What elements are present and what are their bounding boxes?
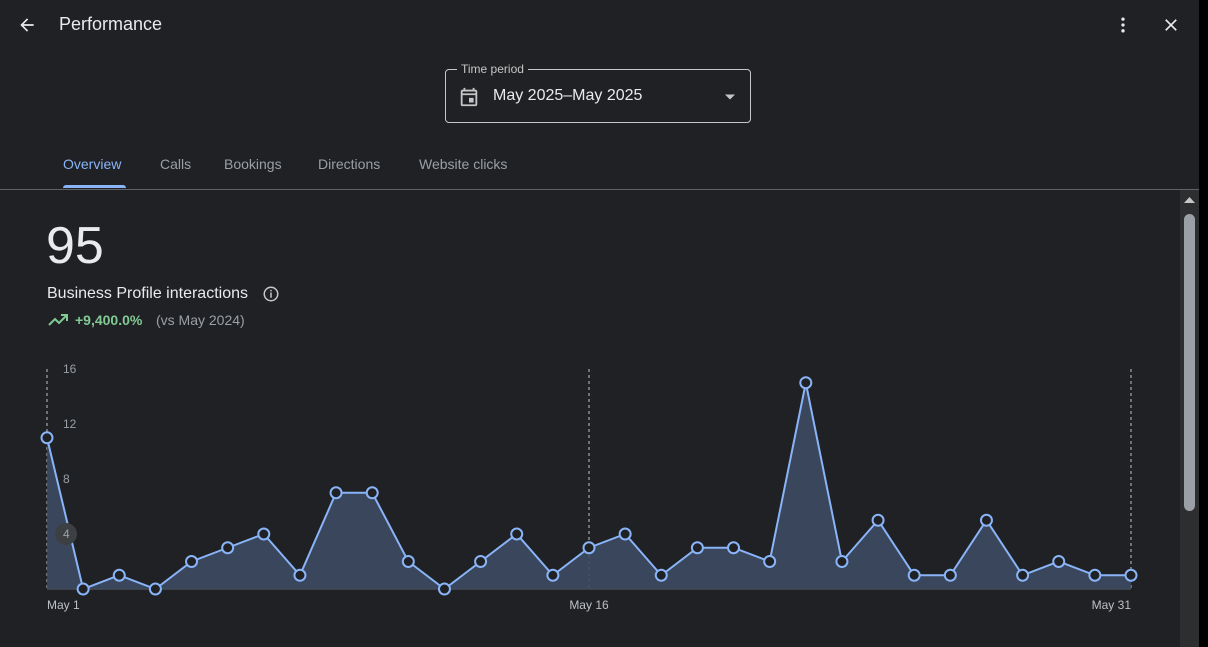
data-point-22 [799,376,813,390]
tab-bookings[interactable]: Bookings [224,156,282,172]
data-point-12 [437,582,451,596]
data-point-24 [871,513,885,527]
tab-directions[interactable]: Directions [318,156,381,172]
data-point-17 [618,527,632,541]
more-vert-icon [1121,17,1125,33]
interactions-chart: 4 8 12 16 May 1 May 16 May 31 [40,362,1138,612]
data-point-25 [907,568,921,582]
dropdown-arrow-icon [725,94,735,100]
y-tick-label-16: 16 [63,362,77,376]
data-point-30 [1088,568,1102,582]
time-period-label: Time period [457,62,528,76]
scroll-up-arrow-icon[interactable] [1184,196,1195,204]
overview-panel: 95 Business Profile interactions +9,400.… [0,190,1180,647]
page-title: Performance [59,14,163,34]
trend-compare: (vs May 2024) [156,312,245,328]
data-point-7 [257,527,271,541]
trend-value: +9,400.0% [75,312,143,328]
data-point-4 [148,582,162,596]
calendar-icon [460,87,478,107]
data-point-9 [329,486,343,500]
data-point-14 [510,527,524,541]
data-point-15 [546,568,560,582]
data-point-2 [76,582,90,596]
tab-website-clicks[interactable]: Website clicks [419,156,508,172]
info-icon[interactable] [262,285,280,303]
back-button[interactable] [11,9,43,41]
data-point-3 [112,568,126,582]
tab-bar: Overview Calls Bookings Directions Websi… [0,140,1199,190]
scrollbar-thumb[interactable] [1184,214,1195,511]
close-icon [1165,19,1177,31]
data-point-28 [1016,568,1030,582]
y-tick-label-4: 4 [63,527,70,541]
time-period-select[interactable]: Time period May 2025–May 2025 [445,62,751,123]
data-point-29 [1052,555,1066,568]
data-point-23 [835,555,849,568]
close-button[interactable] [1155,9,1187,41]
data-point-21 [763,555,777,568]
x-tick-label-0: May 1 [47,598,80,612]
data-point-27 [979,513,993,527]
top-bar: Performance [0,0,1199,50]
more-options-button[interactable] [1107,9,1139,41]
metric-label: Business Profile interactions [47,285,248,302]
data-point-18 [654,568,668,582]
arrow-back-icon [20,18,34,32]
data-point-13 [474,555,488,568]
trending-up-icon [48,314,68,326]
tab-overview[interactable]: Overview [63,156,122,172]
data-point-26 [943,568,957,582]
tab-calls[interactable]: Calls [160,156,192,172]
data-point-10 [365,486,379,500]
active-tab-indicator [63,185,126,188]
time-period-value: May 2025–May 2025 [493,87,643,104]
x-tick-label-2: May 31 [1092,598,1132,612]
data-point-1 [40,431,54,445]
interactions-total: 95 [46,217,104,275]
x-tick-label-1: May 16 [569,598,609,612]
data-point-6 [221,541,235,555]
data-point-31 [1124,568,1138,582]
y-tick-label-12: 12 [63,417,77,431]
data-point-20 [727,541,741,555]
y-tick-label-8: 8 [63,472,70,486]
data-point-5 [185,555,199,568]
data-point-8 [293,568,307,582]
window-edge [1199,0,1208,647]
data-point-16 [582,541,596,555]
area-fill [47,382,1131,589]
data-point-11 [401,555,415,568]
scrollbar[interactable] [1180,190,1199,647]
y-tick-highlight [55,523,77,545]
data-point-19 [690,541,704,555]
